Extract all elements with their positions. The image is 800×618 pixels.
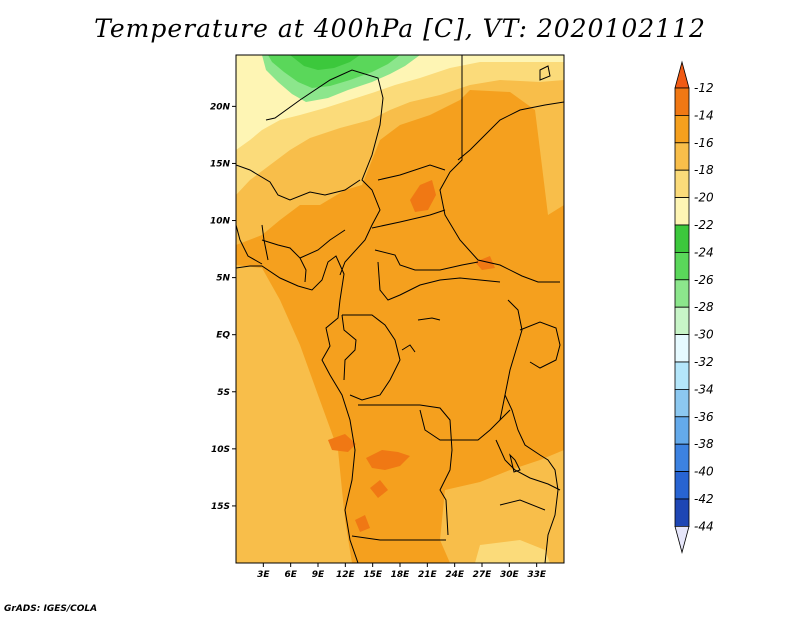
country-borders [236,55,564,563]
band-southeast-inner [475,540,550,563]
x-tick-label: 30E [500,570,520,580]
colorbar-swatch [674,443,690,473]
band-southeast [440,450,564,563]
colorbar-label: -30 [694,328,714,342]
colorbar-swatch [674,169,690,198]
y-tick-label: 20N [210,102,231,112]
colorbar-label: -28 [694,300,714,314]
colorbar-label: -26 [694,273,714,287]
x-tick-label: 9E [312,570,325,580]
colorbar-swatch [674,279,690,308]
y-tick-label: 5S [217,388,230,398]
colorbar-swatch [674,361,690,390]
band-west-ocean [236,265,352,563]
colorbar-top-arrow [674,60,690,89]
warm-spot-2 [328,434,356,452]
x-tick-label: 3E [257,570,270,580]
warm-spot-4 [370,480,388,498]
colorbar-label: -22 [694,218,714,232]
x-tick-label: 33E [527,570,547,580]
x-tick-label: 6E [284,570,297,580]
x-axis: 3E 6E 9E 12E 15E 18E 21E 24E 27E 30E 33E [257,563,547,580]
colorbar-label: -16 [694,136,714,150]
x-tick-label: 12E [336,570,356,580]
colorbar: -12 -14 -16 -18 -20 -22 -24 -26 -28 -30 -32 -34 -36 -… [674,60,714,554]
temperature-fill [236,55,564,563]
x-tick-label: 15E [363,570,383,580]
colorbar-label: -38 [694,437,714,451]
warm-spot-6 [475,256,495,270]
colorbar-label: -40 [694,465,714,479]
warm-spot-1 [410,180,436,212]
y-axis: 20N 15N 10N 5N EQ 5S 10S 15S [210,102,236,512]
colorbar-bottom-arrow [674,526,690,554]
colorbar-swatch [674,471,690,500]
x-tick-label: 21E [418,570,438,580]
colorbar-label: -20 [694,191,714,205]
colorbar-swatch [674,416,690,445]
y-tick-label: EQ [216,331,230,341]
map-title: Temperature at 400hPa [C], VT: 202010211… [94,14,706,43]
colorbar-label: -42 [694,492,714,506]
colorbar-swatch [674,334,690,363]
colorbar-label: -12 [694,81,714,95]
colorbar-swatch [674,388,690,418]
colorbar-label: -24 [694,245,714,259]
footer-credit: GrADS: IGES/COLA [4,604,98,614]
colorbar-label: -18 [694,163,714,177]
x-tick-label: 27E [473,570,493,580]
colorbar-swatch [674,197,690,226]
colorbar-swatch [674,498,690,527]
colorbar-label: -44 [694,519,714,533]
colorbar-swatch [674,251,690,281]
colorbar-label: -34 [694,382,714,396]
warm-spot-3 [366,450,410,470]
colorbar-swatch [674,115,690,144]
y-tick-label: 10S [211,445,230,455]
colorbar-swatch [674,142,690,171]
warm-spot-5 [355,515,370,532]
colorbar-swatch [674,224,690,253]
y-tick-label: 15N [210,159,231,169]
x-tick-label: 18E [391,570,411,580]
colorbar-label: -32 [694,355,714,369]
colorbar-swatch [674,306,690,336]
y-tick-label: 15S [211,502,230,512]
colorbar-swatch [674,87,690,116]
y-tick-label: 10N [210,217,231,227]
band-minus-22 [290,55,360,70]
colorbar-label: -14 [694,108,714,122]
y-tick-label: 5N [216,274,230,284]
colorbar-label: -36 [694,410,714,424]
x-tick-label: 24E [445,570,465,580]
